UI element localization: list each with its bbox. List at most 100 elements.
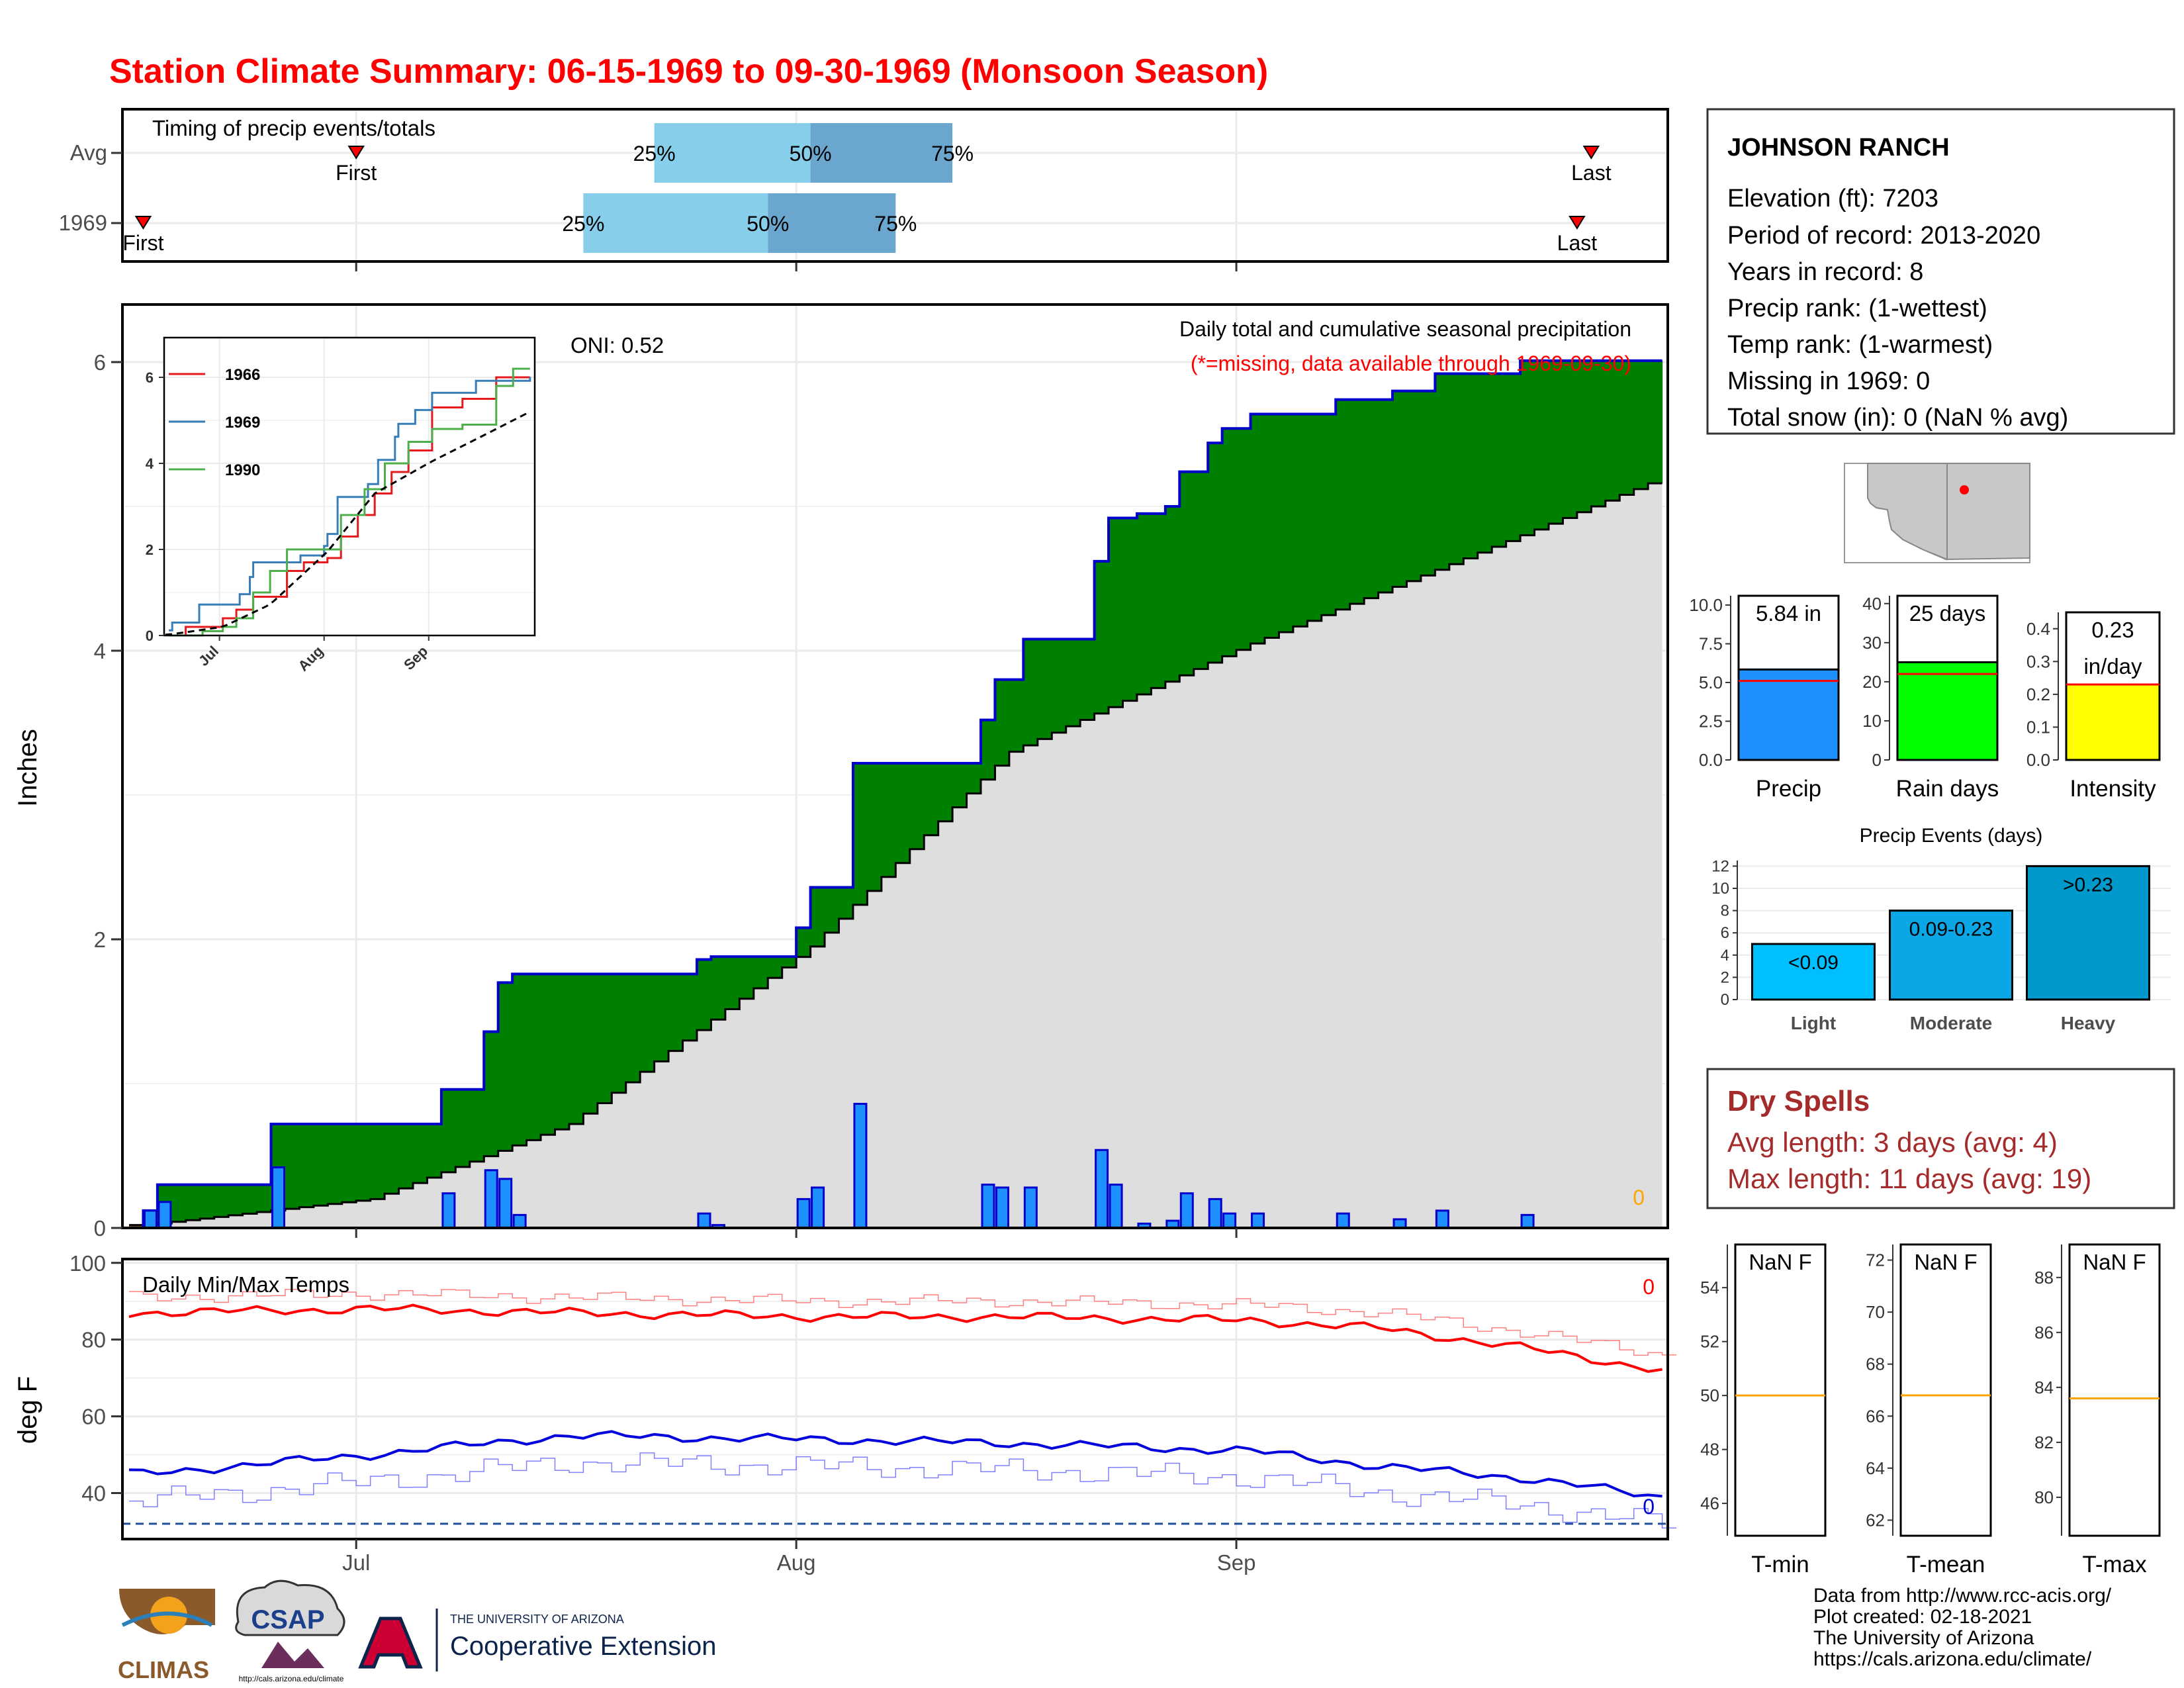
surplus-segment — [370, 1124, 385, 1199]
surplus-segment — [1080, 639, 1095, 720]
footer-university: The University of Arizona — [1813, 1627, 2034, 1649]
temp-ylabel: deg F — [13, 1376, 42, 1444]
rain-days-chart: 0 10 20 30 40 25 days Rain days — [1862, 594, 1999, 802]
station-temp-rank: Temp rank: (1-warmest) — [1727, 331, 1993, 359]
events-bar-moderate — [1889, 910, 2013, 1001]
surplus-segment — [1648, 360, 1663, 484]
timing-last-label-0: Last — [1571, 161, 1612, 185]
daily-precip-bar — [271, 1166, 285, 1229]
station-missing: Missing in 1969: 0 — [1727, 367, 1930, 395]
small-rain-value-label-0: 25 days — [1909, 601, 1986, 626]
events-ytick-label-3: 6 — [1721, 924, 1729, 942]
surplus-segment — [1037, 639, 1052, 739]
temp-max-missing: 0 — [1643, 1275, 1655, 1299]
timing-first-marker-0 — [347, 146, 365, 160]
small-precip-category-label: Precip — [1756, 776, 1821, 802]
surplus-segment — [1349, 399, 1365, 604]
daily-precip-bar — [1023, 1186, 1038, 1229]
precip-events-chart: Precip Events (days) 0 2 4 6 8 10 12 <0.09 Light… — [1711, 825, 2171, 1033]
temp-ytick-label-1: 60 — [81, 1405, 106, 1429]
small-tmean-frame-box — [1899, 1243, 1992, 1537]
surplus-segment — [1406, 391, 1422, 581]
temp-avg-min-line — [128, 1430, 1662, 1498]
surplus-segment — [668, 974, 684, 1051]
locator-map — [1844, 463, 2030, 563]
small-tmax-ytick-label-2: 84 — [2034, 1378, 2054, 1397]
surplus-segment — [839, 887, 854, 919]
timing-q50-label-0: 50% — [790, 142, 832, 165]
surplus-segment — [1364, 399, 1379, 598]
inset-ytick-label-2: 4 — [146, 455, 154, 472]
intensity-chart: 0.0 0.1 0.2 0.3 0.4 0.23 in/day Intensity — [2026, 611, 2161, 802]
daily-precip-bar — [995, 1186, 1009, 1229]
surplus-segment — [981, 720, 996, 780]
timing-last-marker-0 — [1582, 146, 1600, 160]
surplus-segment — [1265, 414, 1280, 638]
inset-line-1969 — [169, 377, 531, 632]
timing-q50-q75-bar-0 — [810, 123, 953, 183]
surplus-segment — [895, 763, 911, 863]
surplus-segment — [1435, 373, 1450, 570]
small-tmin-ytick-label-1: 48 — [1700, 1440, 1719, 1460]
surplus-segment — [1321, 414, 1336, 616]
logos: CLIMAS CSAP http://cals.arizona.edu/clim… — [118, 1579, 716, 1683]
surplus-segment — [640, 974, 655, 1072]
station-info-box: JOHNSON RANCH Elevation (ft): 7203 Perio… — [1706, 108, 2175, 435]
inset-chart: 0 2 4 6 Jul Aug Sep 1966 1969 1990 — [146, 336, 536, 675]
surplus-segment — [1336, 399, 1351, 610]
events-bar-heavy — [2026, 865, 2150, 1001]
surplus-segment — [597, 974, 612, 1103]
surplus-segment — [1619, 360, 1635, 495]
csap-wordmark: CSAP — [251, 1605, 324, 1634]
surplus-segment — [1094, 561, 1109, 714]
surplus-segment — [455, 1089, 471, 1167]
surplus-segment — [1576, 360, 1592, 512]
station-name: JOHNSON RANCH — [1727, 134, 1950, 162]
main-ytick-label-0: 0 — [94, 1216, 106, 1241]
main-missing-note: (*=missing, data available through 1969-… — [1191, 352, 1631, 375]
surplus-segment — [1179, 471, 1195, 676]
small-tmin-ytick-label-3: 52 — [1700, 1332, 1719, 1352]
surplus-segment — [966, 763, 981, 794]
temp-axes: 40 60 80 100 Jul Aug Sep — [69, 1251, 1256, 1575]
small-tmean-ytick-label-0: 62 — [1866, 1510, 1885, 1530]
temp-record-max-line — [129, 1288, 1677, 1356]
daily-precip-bar — [1222, 1212, 1237, 1229]
daily-precip-bar — [796, 1197, 811, 1229]
surplus-segment — [810, 887, 825, 947]
station-period: Period of record: 2013-2020 — [1727, 222, 2040, 250]
small-rain-ytick-label-2: 20 — [1862, 672, 1882, 692]
csap-mountain-icon — [261, 1642, 324, 1668]
surplus-segment — [1378, 399, 1393, 593]
small-precip-ytick-label-2: 5.0 — [1699, 673, 1723, 692]
surplus-segment — [583, 974, 598, 1114]
daily-precip-bar — [853, 1103, 868, 1229]
events-category-label-moderate: Moderate — [1910, 1013, 1992, 1033]
surplus-segment — [1633, 360, 1649, 489]
surplus-segment — [1066, 639, 1081, 727]
events-bar-label-moderate: 0.09-0.23 — [1909, 919, 1993, 941]
main-ylabel: Inches — [13, 729, 42, 807]
surplus-segment — [555, 974, 570, 1130]
small-int-value-label-1: in/day — [2083, 654, 2142, 679]
surplus-segment — [995, 679, 1010, 766]
events-ytick-label-0: 0 — [1721, 991, 1729, 1009]
small-tmean-ytick-label-1: 64 — [1866, 1458, 1885, 1478]
small-int-ytick-label-2: 0.2 — [2026, 684, 2050, 704]
temp-xtick-label-0: Jul — [342, 1550, 370, 1575]
events-plot-area: 0 2 4 6 8 10 12 <0.09 Light 0.09-0.23 Moderate >0.2… — [1711, 857, 2171, 1033]
small-int-bar — [2065, 683, 2161, 761]
main-plot-area — [129, 359, 1663, 1229]
footer-url: https://cals.arizona.edu/climate/ — [1813, 1648, 2092, 1670]
inset-legend: 1966 1969 1990 — [169, 366, 260, 479]
surplus-segment — [398, 1124, 414, 1189]
small-tmin-value-label-0: NaN F — [1749, 1250, 1811, 1274]
surplus-segment — [1549, 360, 1564, 524]
daily-precip-bar — [143, 1209, 158, 1229]
surplus-segment — [796, 927, 811, 957]
events-ytick-label-1: 2 — [1721, 968, 1729, 986]
small-rain-ytick-label-0: 0 — [1872, 750, 1882, 770]
temp-plot-area — [122, 1288, 1677, 1529]
temp-xtick-label-1: Aug — [777, 1550, 816, 1575]
daily-precip-bar — [158, 1201, 172, 1229]
